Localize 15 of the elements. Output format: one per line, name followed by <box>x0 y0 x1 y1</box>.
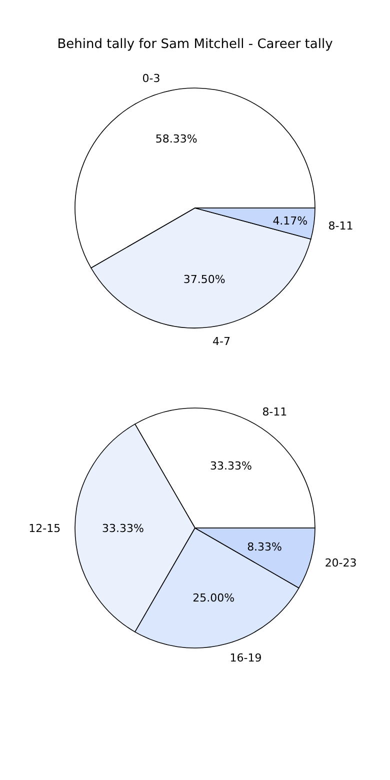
slice-label: 12-15 <box>28 522 61 535</box>
slice-label: 8-11 <box>328 219 354 232</box>
slice-label: 4-7 <box>212 335 230 348</box>
chart-title: Behind tally for Sam Mitchell - Career tally <box>57 37 334 52</box>
slice-label: 0-3 <box>142 72 160 86</box>
slice-label: 16-19 <box>230 652 262 665</box>
data-label: 8.33% <box>247 540 282 554</box>
data-label: 33.33% <box>102 522 144 535</box>
data-label: 37.50% <box>183 273 226 286</box>
slice-label: 20-23 <box>324 556 357 570</box>
slice-label: 8-11 <box>262 405 288 418</box>
data-label: 33.33% <box>210 459 252 472</box>
data-label: 58.33% <box>155 132 198 146</box>
data-label: 4.17% <box>272 214 308 228</box>
data-label: 25.00% <box>192 591 235 604</box>
